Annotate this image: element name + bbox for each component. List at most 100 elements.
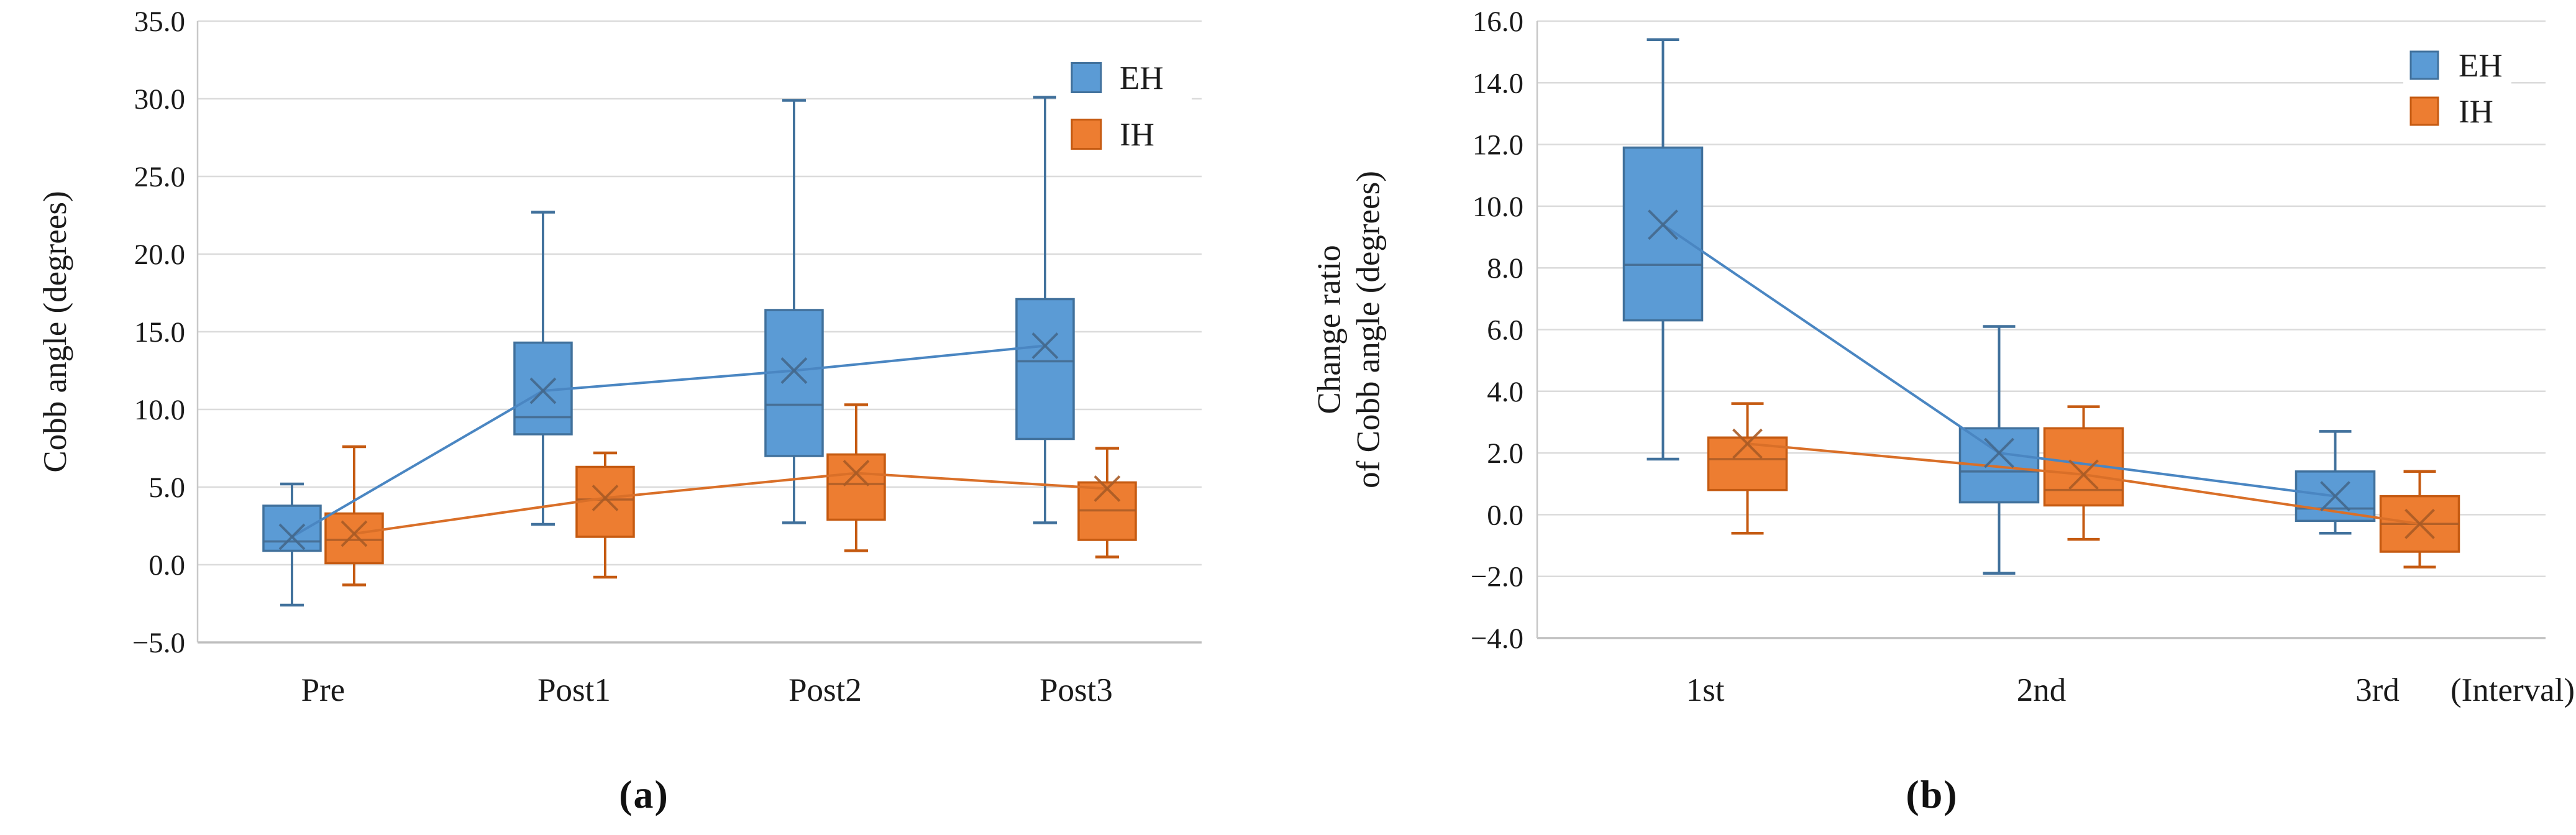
chart-a-panel: −5.0 0.0 5.0 10.0 15.0 20.0 25.0 30.0 35.0 Cobb a… [37, 6, 1202, 816]
y-tick-label: 2.0 [1487, 437, 1523, 470]
mean-x-stroke [843, 460, 870, 486]
box-EH-Post2 [764, 99, 824, 524]
y-tick-label: 10.0 [134, 394, 185, 426]
mean-marker [843, 460, 870, 486]
x-category-label: Post1 [537, 672, 611, 708]
legend-item-EH: EH [1071, 60, 1164, 96]
mean-markers-IH [340, 460, 1121, 547]
x-axis-annotation: (Interval) [2450, 672, 2575, 708]
y-tick-label: 25.0 [134, 161, 185, 193]
x-category-label: 1st [1686, 672, 1725, 708]
mean-markers-EH [278, 332, 1059, 550]
y-tick-label: −4.0 [1471, 623, 1523, 655]
mean-markers-IH [1732, 428, 2435, 539]
x-category-labels: Pre Post1 Post2 Post3 [301, 672, 1113, 708]
mean-x-stroke [2405, 508, 2435, 539]
mean-x-stroke [2068, 459, 2099, 490]
x-category-label: Post2 [788, 672, 862, 708]
mean-marker [1031, 332, 1059, 359]
legend-swatch-EH [2409, 50, 2439, 80]
mean-x-stroke [278, 523, 306, 550]
iqr-box [1622, 146, 1704, 322]
mean-x-stroke [1031, 332, 1059, 359]
mean-marker [591, 485, 619, 511]
y-tick-label: 8.0 [1487, 252, 1523, 285]
legend: EH IH [2403, 41, 2511, 135]
y-tick-label: 0.0 [1487, 499, 1523, 531]
box-IH-Post2 [826, 403, 886, 552]
y-tick-label: 14.0 [1473, 67, 1523, 99]
series-IH-boxes [324, 403, 1137, 586]
box-IH-3rd [2379, 470, 2460, 569]
box-EH-3rd [2295, 430, 2376, 535]
mean-x-stroke [591, 485, 619, 511]
y-gridlines [1537, 20, 2546, 639]
x-category-label: Post3 [1039, 672, 1113, 708]
iqr-box [262, 504, 322, 552]
y-axis-title-line: Change ratio [1312, 245, 1348, 414]
y-tick-label: 6.0 [1487, 314, 1523, 347]
y-tick-label: 0.0 [148, 549, 185, 582]
mean-connector-IH [354, 472, 1108, 535]
mean-x-stroke [2320, 481, 2350, 512]
box-EH-2nd [1958, 325, 2040, 575]
legend-swatch-IH [2409, 96, 2439, 126]
y-tick-label: −2.0 [1471, 561, 1523, 593]
mean-x-stroke [780, 357, 808, 384]
mean-marker [340, 520, 368, 547]
iqr-box [1015, 298, 1075, 440]
y-axis-title-line: of Cobb angle (degrees) [1351, 171, 1387, 488]
mean-x-stroke [1094, 475, 1121, 502]
mean-marker [1984, 437, 2014, 468]
box-IH-Pre [324, 445, 384, 586]
legend-item-EH: EH [2409, 48, 2503, 84]
y-gridlines [198, 20, 1202, 644]
series-IH-boxes [1707, 402, 2460, 569]
box-EH-Post3 [1015, 96, 1075, 524]
x-category-label: 2nd [2017, 672, 2067, 708]
series-EH-boxes [262, 96, 1075, 607]
y-tick-labels: −5.0 0.0 5.0 10.0 15.0 20.0 25.0 30.0 35.0 [132, 6, 185, 659]
mean-x-stroke [1732, 428, 1763, 459]
x-category-label: 3rd [2355, 672, 2400, 708]
y-axis-title-line: Cobb angle (degrees) [37, 191, 73, 472]
legend-label-IH: IH [2459, 94, 2493, 130]
box-IH-Post3 [1077, 447, 1137, 559]
legend-label-EH: EH [2459, 48, 2503, 84]
y-tick-label: 16.0 [1473, 6, 1523, 38]
legend-item-IH: IH [1071, 117, 1154, 153]
legend-label-IH: IH [1120, 117, 1154, 153]
mean-marker [2068, 459, 2099, 490]
mean-marker [780, 357, 808, 384]
mean-marker [1648, 209, 1678, 240]
mean-connector-EH [291, 344, 1046, 538]
y-axis-title: Cobb angle (degrees) [37, 191, 73, 472]
chart-a-caption: (a) [619, 772, 669, 816]
iqr-box [324, 512, 384, 565]
mean-marker [1094, 475, 1121, 502]
mean-x-stroke [1648, 209, 1678, 240]
legend-swatch-EH [1071, 62, 1102, 93]
y-tick-label: 4.0 [1487, 376, 1523, 408]
chart-b-caption: (b) [1906, 772, 1958, 816]
series-EH-boxes [1622, 38, 2376, 575]
chart-b-plot: −4.0 −2.0 0.0 2.0 4.0 6.0 8.0 10.0 12.0 14.0 16.0 C… [1312, 6, 2575, 708]
iqr-box [826, 453, 886, 521]
box-EH-1st [1622, 38, 1704, 461]
y-tick-label: −5.0 [132, 627, 185, 659]
legend-swatch-IH [1071, 119, 1102, 150]
mean-marker [278, 523, 306, 550]
mean-marker [529, 377, 557, 404]
mean-x-stroke [529, 377, 557, 404]
box-EH-Post1 [513, 211, 573, 526]
box-IH-1st [1707, 402, 1788, 535]
mean-x-stroke [340, 520, 368, 547]
mean-marker [2320, 481, 2350, 512]
box-IH-Post1 [575, 451, 635, 579]
legend-label-EH: EH [1120, 60, 1164, 96]
mean-markers-EH [1648, 209, 2350, 512]
y-axis-title: Change ratioof Cobb angle (degrees) [1312, 171, 1387, 488]
mean-marker [1732, 428, 1763, 459]
mean-marker [2405, 508, 2435, 539]
